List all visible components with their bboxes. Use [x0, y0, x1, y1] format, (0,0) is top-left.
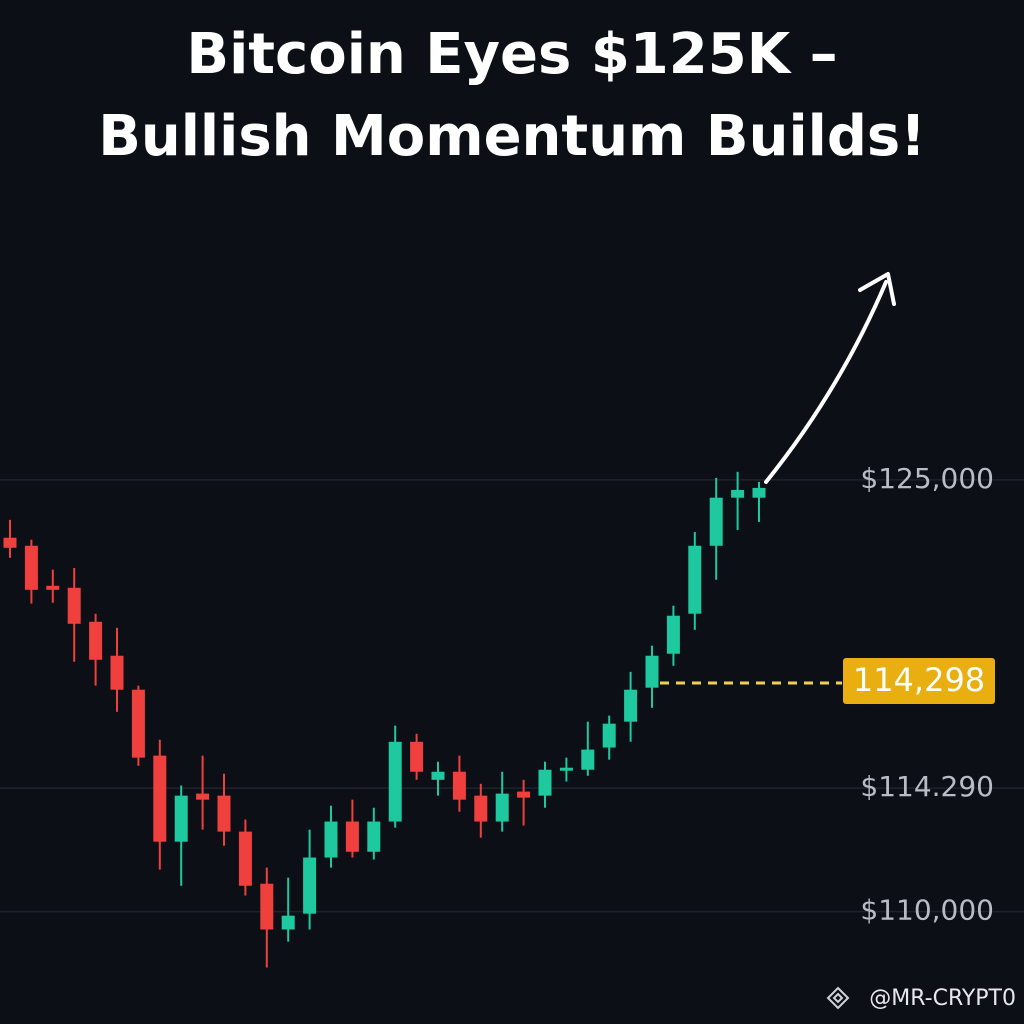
- candle-body: [89, 621, 103, 660]
- candle-body: [645, 655, 659, 688]
- candle-body: [538, 769, 552, 796]
- chart-title: Bitcoin Eyes $125K –: [186, 22, 837, 87]
- candle-body: [217, 795, 231, 832]
- candle-body: [752, 487, 766, 498]
- candle-body: [495, 793, 509, 822]
- candle-body: [709, 497, 723, 546]
- y-tick-label: $125,000: [860, 462, 994, 495]
- candle-body: [452, 771, 466, 800]
- candle-body: [3, 537, 17, 548]
- y-tick-label: $114.290: [860, 770, 994, 803]
- candle-body: [559, 767, 573, 771]
- watermark: @MR-CRYPT0: [869, 986, 1016, 1011]
- candle-body: [581, 749, 595, 770]
- chart-title: Bullish Momentum Builds!: [98, 104, 926, 169]
- candle-body: [260, 883, 274, 930]
- candle-body: [67, 587, 81, 624]
- candle-body: [474, 795, 488, 822]
- candle-body: [303, 857, 317, 914]
- candle-body: [666, 615, 680, 654]
- candles: [3, 471, 766, 968]
- price-tag: 114,298: [853, 661, 985, 699]
- candle-body: [196, 793, 210, 800]
- candle-body: [24, 545, 38, 590]
- candle-body: [410, 741, 424, 772]
- price-badge: [843, 658, 995, 704]
- candle-body: [431, 771, 445, 780]
- trend-arrow: [764, 280, 888, 484]
- candle-body: [388, 741, 402, 822]
- candle-body: [731, 489, 745, 498]
- candle-body: [153, 755, 167, 842]
- watermark-icon: [826, 986, 850, 1010]
- candle-body: [110, 655, 124, 690]
- candle-body: [602, 723, 616, 748]
- candle-body: [367, 821, 381, 852]
- plot: $125,000 $114.290 $110,000: [0, 462, 1024, 968]
- y-tick-label: $110,000: [860, 894, 994, 927]
- candle-body: [517, 791, 531, 798]
- candle-body: [688, 545, 702, 614]
- arrow-head: [858, 272, 896, 306]
- candle-body: [131, 689, 145, 758]
- candle-body: [345, 821, 359, 852]
- candle-body: [624, 689, 638, 722]
- candle-body: [281, 915, 295, 930]
- candle-body: [46, 585, 60, 590]
- candle-body: [238, 831, 252, 886]
- candle-body: [174, 795, 188, 842]
- candle-body: [324, 821, 338, 858]
